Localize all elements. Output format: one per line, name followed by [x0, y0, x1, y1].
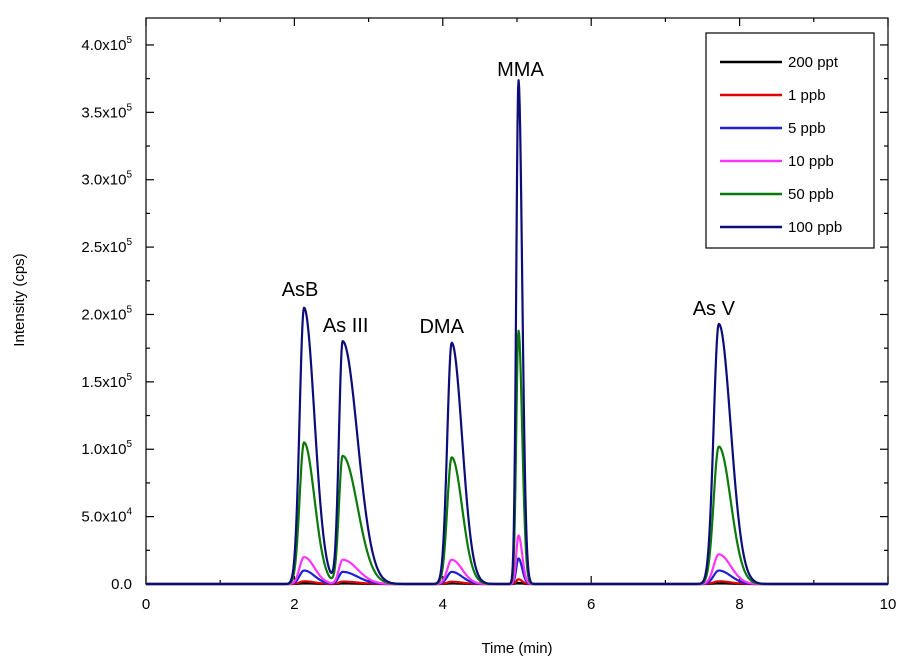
x-tick-label: 0: [142, 596, 150, 613]
y-axis-label: Intensity (cps): [11, 253, 28, 346]
legend-box: [705, 32, 875, 249]
series-line-100-ppb: [145, 79, 889, 586]
x-tick-label: 4: [439, 596, 447, 613]
y-tick-label: 4.0x105: [81, 35, 132, 54]
legend: 200 ppt 1 ppb 5 ppb 10 ppb 50 ppb 100 ppb: [705, 32, 875, 249]
tick-labels: 0 2 4 6 8 10 0.0 5.0x104 1.0x105 1.5x105 2.0x105 2.…: [81, 35, 896, 613]
peak-label: DMA: [419, 316, 464, 338]
y-tick-label: 1.5x105: [81, 372, 132, 391]
legend-label: 5 ppb: [788, 120, 826, 137]
y-tick-label: 2.0x105: [81, 304, 132, 323]
x-tick-label: 10: [880, 596, 897, 613]
legend-label: 10 ppb: [788, 153, 834, 170]
legend-label: 1 ppb: [788, 87, 826, 104]
y-tick-label: 0.0: [111, 576, 132, 593]
y-tick-label: 3.0x105: [81, 170, 132, 189]
y-tick-label: 3.5x105: [81, 102, 132, 121]
legend-label: 50 ppb: [788, 186, 834, 203]
x-tick-label: 6: [587, 596, 595, 613]
y-tick-label: 2.5x105: [81, 237, 132, 256]
x-axis-label: Time (min): [481, 640, 552, 657]
series-group: [145, 79, 889, 586]
legend-label: 200 ppt: [788, 54, 839, 71]
y-tick-label: 5.0x104: [81, 507, 132, 526]
peak-label: As III: [323, 315, 369, 337]
legend-label: 100 ppb: [788, 219, 842, 236]
x-tick-label: 2: [290, 596, 298, 613]
peak-label: As V: [693, 298, 736, 320]
peak-label: MMA: [497, 59, 544, 81]
peak-label: AsB: [282, 279, 319, 301]
y-tick-label: 1.0x105: [81, 439, 132, 458]
x-tick-label: 8: [735, 596, 743, 613]
